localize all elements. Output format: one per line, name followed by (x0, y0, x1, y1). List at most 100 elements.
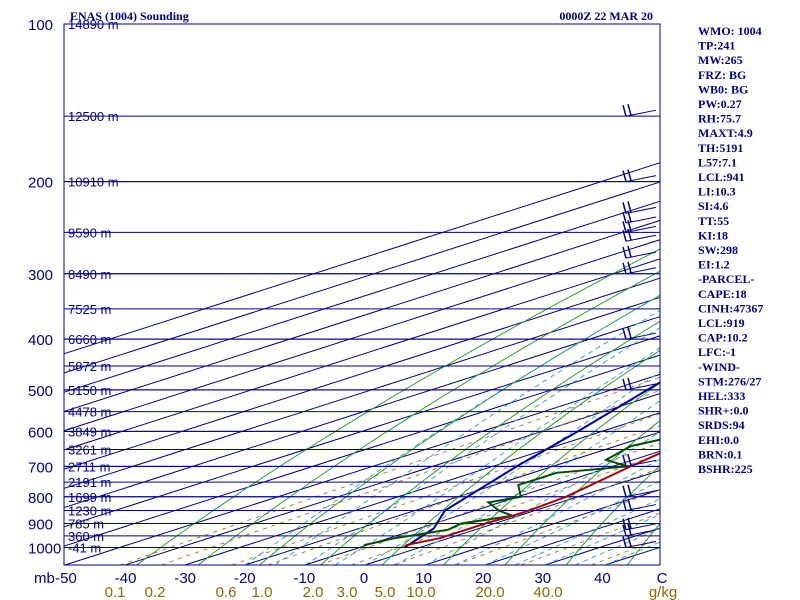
isotherm-line (64, 296, 660, 489)
index-line: PW:0.27 (698, 97, 742, 111)
wind-barb-flag (627, 261, 632, 273)
index-line: HEL:333 (698, 389, 745, 403)
wind-barb-flag (622, 499, 627, 511)
temperature-tick-label: 30 (534, 570, 551, 587)
index-line: SHR+:0.0 (698, 404, 749, 418)
dry-adiabat-line (504, 419, 660, 565)
wind-barb-flag (622, 455, 627, 467)
dry-adiabat-line (443, 382, 660, 565)
height-label: 2711 m (68, 459, 110, 474)
index-line: FRZ: BG (698, 68, 746, 82)
wind-barb-flag (622, 221, 627, 233)
temperature-tick-label: 0 (360, 570, 368, 587)
height-label: 3261 m (68, 443, 111, 458)
wind-barb-flag (627, 326, 632, 339)
isotherm-line (64, 335, 660, 528)
height-label: 5872 m (68, 359, 111, 374)
index-line: CAPE:18 (698, 287, 747, 301)
mixing-ratio-line (319, 442, 660, 565)
dry-adiabat-line (320, 320, 660, 565)
temperature-tick-label: -10 (294, 570, 316, 587)
pressure-tick-label: 700 (28, 459, 53, 476)
index-line: WB0: BG (698, 82, 748, 96)
height-label: 6660 m (68, 332, 111, 347)
mixing-ratio-unit: g/kg (649, 584, 677, 600)
wind-barb-flag (622, 211, 627, 224)
temperature-tick-label: 10 (415, 570, 432, 587)
index-line: CAP:10.2 (698, 331, 748, 345)
plot-frame (63, 23, 661, 566)
height-label: 2191 m (68, 475, 111, 490)
temperature-tick-label: -20 (234, 570, 256, 587)
mixing-ratio-tick-label: 10.0 (406, 584, 435, 600)
temperature-tick-label: 20 (475, 570, 492, 587)
wind-barb-flag (622, 536, 627, 548)
mixing-ratio-line (455, 489, 660, 565)
wind-barb-flag (627, 377, 632, 390)
index-line: TT:55 (698, 214, 729, 228)
mixing-ratio-tick-label: 5.0 (375, 584, 396, 600)
moist-adiabat-line (574, 528, 660, 565)
wind-barb-flag (622, 246, 627, 259)
height-label: 12500 m (68, 109, 119, 124)
index-line: WMO: 1004 (698, 24, 762, 38)
height-label: 14890 m (68, 17, 119, 32)
height-label: 1230 m (68, 504, 111, 519)
index-line: SI:4.6 (698, 199, 728, 213)
index-line: MW:265 (698, 53, 743, 67)
wind-barb-flag (622, 485, 627, 497)
mixing-ratio-tick-label: 40.0 (533, 584, 562, 600)
dry-adiabat-line (565, 464, 660, 565)
parcel-trace (404, 381, 660, 549)
dry-adiabat-line (259, 294, 660, 565)
height-label: 4478 m (68, 405, 111, 420)
mixing-ratio-tick-label: 3.0 (337, 584, 358, 600)
mixing-ratio-tick-label: 1.0 (252, 584, 273, 600)
dry-adiabat-line (197, 270, 660, 565)
index-line: TH:5191 (698, 141, 743, 155)
isobar-grid (64, 23, 660, 549)
index-line: CINH:47367 (698, 301, 763, 315)
moist-adiabat-line (424, 431, 660, 565)
height-label: 10910 m (68, 175, 119, 190)
index-line: -WIND- (698, 360, 740, 374)
wind-barb-flag (622, 378, 627, 391)
index-line: L57:7.1 (698, 155, 737, 169)
height-label: 360 m (68, 529, 104, 544)
wind-barb-flag (627, 454, 632, 466)
pressure-tick-label: 400 (28, 332, 53, 349)
isotherm-line (64, 200, 660, 393)
chart-timestamp: 0000Z 22 MAR 20 (559, 9, 653, 23)
dry-adiabat-line (750, 24, 800, 565)
index-line: LFC:-1 (698, 345, 736, 359)
index-line: STM:276/27 (698, 374, 761, 388)
wind-barb-flag (627, 169, 632, 181)
isotherm-line (64, 373, 660, 565)
height-label: 9590 m (68, 225, 111, 240)
height-label: 5150 m (68, 383, 111, 398)
moist-adiabat-line (274, 309, 660, 565)
isotherm-line (244, 431, 660, 565)
isotherm-line (124, 393, 660, 565)
isotherm-line (184, 412, 660, 565)
wind-barb-flag (627, 201, 632, 213)
moist-adiabat-line (244, 294, 660, 565)
index-line: BSHR:225 (698, 462, 753, 476)
dewpoint-trace (363, 438, 660, 547)
wind-barb-flag (627, 517, 632, 529)
wind-barb-flag (627, 103, 632, 116)
isotherm-line (64, 258, 660, 451)
isotherm-line (64, 219, 660, 412)
moist-adiabat-line (394, 400, 660, 565)
temperature-trace (405, 452, 660, 547)
mixing-ratio-tick-label: 20.0 (475, 584, 504, 600)
pressure-tick-label: 800 (28, 490, 53, 507)
pressure-tick-label: 900 (28, 517, 53, 534)
height-label: 785 m (68, 517, 104, 532)
mixing-ratio-tick-label: 0.6 (216, 584, 237, 600)
mixing-ratio-line (119, 376, 660, 565)
moist-adiabat-line (514, 498, 660, 565)
index-line: RH:75.7 (698, 112, 741, 126)
